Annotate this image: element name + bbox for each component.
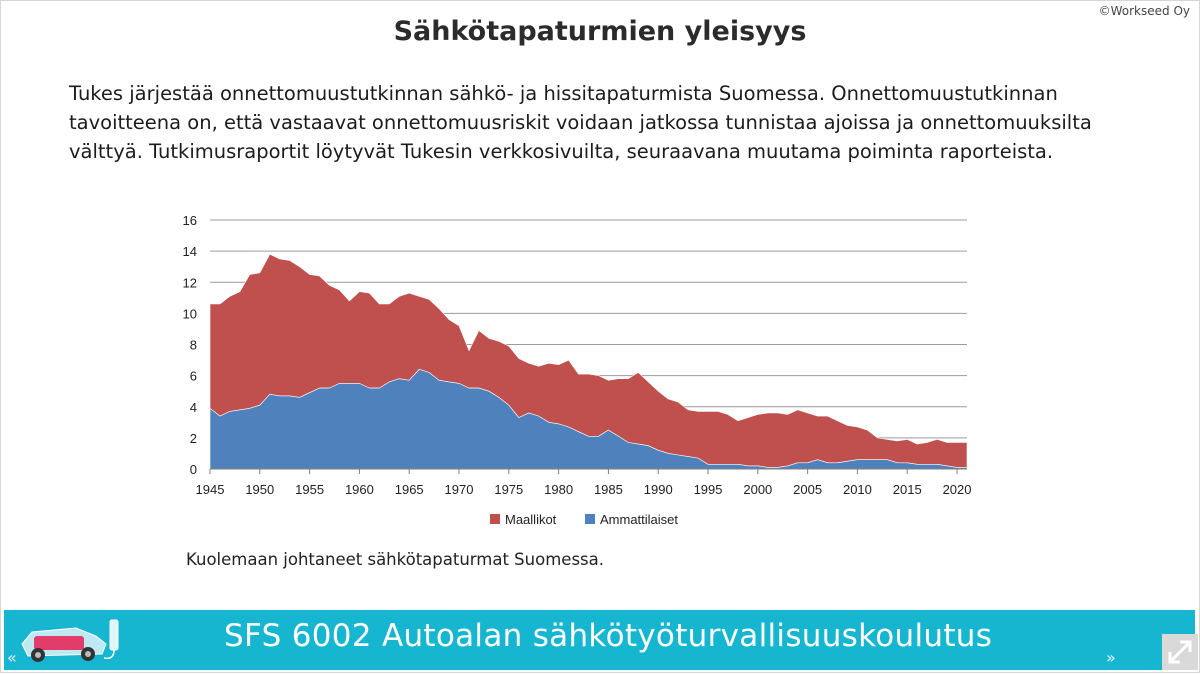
stacked-area-chart: 0 2 4 6 8 10 12 14 16 1945 1950 1955 1960 1965 1970 197… — [160, 196, 990, 542]
y-tick-label: 16 — [183, 213, 197, 228]
series-ammattilaiset-area — [209, 369, 968, 470]
expand-icon[interactable] — [1162, 634, 1198, 670]
x-tick-label: 2005 — [793, 482, 822, 497]
y-tick-label: 14 — [183, 244, 197, 259]
double-chevron-left-icon[interactable]: « — [7, 648, 17, 667]
legend-swatch-ammattilaiset — [585, 514, 595, 524]
x-tick-label: 2015 — [893, 482, 922, 497]
x-tick-label: 2010 — [843, 482, 872, 497]
x-tick-label: 2000 — [743, 482, 772, 497]
legend-label: Maallikot — [505, 512, 557, 527]
x-tick-label: 1985 — [594, 482, 623, 497]
y-tick-label: 6 — [190, 369, 197, 384]
x-tick-label: 1970 — [445, 482, 474, 497]
y-tick-label: 10 — [183, 306, 197, 321]
y-tick-label: 2 — [190, 431, 197, 446]
chart-caption: Kuolemaan johtaneet sähkötapaturmat Suom… — [186, 550, 604, 569]
x-tick-label: 1950 — [245, 482, 274, 497]
y-tick-label: 8 — [190, 338, 197, 353]
intro-paragraph: Tukes järjestää onnettomuustutkinnan säh… — [69, 82, 1092, 163]
copyright-text: ©Workseed Oy — [1098, 4, 1190, 18]
x-tick-label: 1975 — [494, 482, 523, 497]
legend-label: Ammattilaiset — [600, 512, 678, 527]
x-tick-label: 1955 — [295, 482, 324, 497]
y-tick-label: 0 — [190, 462, 197, 477]
x-tick-label: 1960 — [345, 482, 374, 497]
page-title: Sähkötapaturmien yleisyys — [393, 16, 807, 47]
charger-icon — [103, 619, 119, 660]
x-tick-label: 1945 — [196, 482, 225, 497]
x-tick-label: 1965 — [395, 482, 424, 497]
footer-bar: « SFS 6002 Autoalan sähkötyöturvallisuus… — [4, 610, 1198, 670]
chart-svg: 0 2 4 6 8 10 12 14 16 1945 1950 1955 1960 1965 1970 197… — [183, 213, 972, 527]
x-tick-label: 2020 — [943, 482, 972, 497]
x-tick-label: 1980 — [544, 482, 573, 497]
x-tick-label: 1990 — [644, 482, 673, 497]
legend-swatch-maallikot — [490, 514, 500, 524]
y-tick-label: 4 — [190, 400, 197, 415]
electric-car-icon — [21, 619, 119, 662]
y-tick-label: 12 — [183, 275, 197, 290]
double-chevron-right-icon[interactable]: » — [1106, 648, 1116, 667]
footer-title: SFS 6002 Autoalan sähkötyöturvallisuusko… — [224, 618, 993, 654]
x-tick-label: 1995 — [694, 482, 723, 497]
